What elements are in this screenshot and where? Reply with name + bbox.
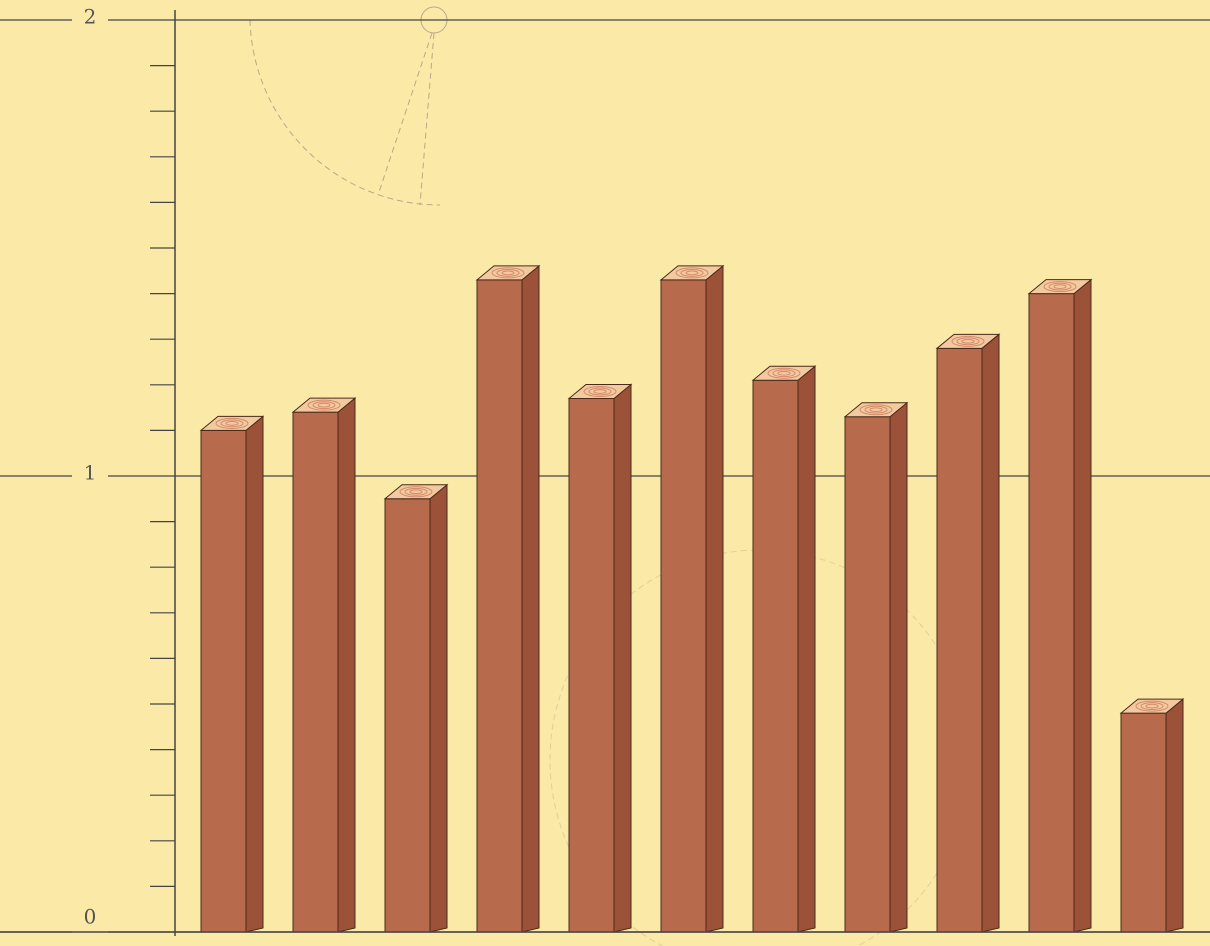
wood-ring: [680, 268, 704, 277]
bar-side: [245, 415, 264, 933]
wood-ring: [675, 267, 709, 279]
bar: [752, 379, 799, 933]
wood-ring: [404, 487, 428, 496]
wood-ring: [1140, 702, 1164, 711]
wood-ring: [777, 370, 791, 376]
bar: [660, 279, 707, 933]
y-tick-label: 2: [84, 5, 97, 29]
wood-ring: [317, 402, 331, 408]
wood-ring: [1053, 284, 1067, 289]
bar-top: [751, 365, 817, 381]
bar-side: [613, 383, 632, 933]
y-tick-label: 1: [84, 461, 97, 485]
wood-ring: [1145, 703, 1159, 709]
wood-ring: [501, 270, 515, 276]
bar: [292, 411, 339, 933]
wood-ring: [1048, 282, 1072, 291]
bar-side: [429, 483, 448, 933]
bar: [1028, 293, 1075, 933]
bar-top: [475, 265, 541, 281]
bar: [936, 347, 983, 933]
wood-ring: [593, 389, 607, 394]
bar-side: [705, 264, 724, 933]
wood-ring: [225, 421, 239, 426]
bar-side: [981, 333, 1000, 933]
bar: [844, 416, 891, 933]
wood-ring: [220, 419, 244, 428]
wood-ring: [491, 267, 525, 279]
wood-ring: [869, 407, 883, 413]
wood-ring: [1135, 700, 1169, 712]
wood-ring: [496, 268, 520, 277]
wood-ring: [859, 404, 893, 416]
bar-side: [797, 365, 816, 933]
bar-top: [659, 265, 725, 281]
bar-top: [383, 484, 449, 500]
bar-top: [199, 415, 265, 431]
wood-ring: [399, 486, 433, 498]
wood-ring: [215, 417, 249, 429]
wood-ring: [685, 270, 699, 276]
bar-side: [337, 397, 356, 933]
wood-ring: [312, 401, 336, 410]
bar: [1120, 712, 1167, 933]
wood-ring: [772, 369, 796, 378]
wood-ring: [956, 337, 980, 346]
bar-side: [1165, 698, 1184, 933]
bar: [568, 397, 615, 933]
bar-side: [521, 264, 540, 933]
wood-ring: [307, 399, 341, 411]
bar-side: [1073, 278, 1092, 933]
bar-top: [567, 383, 633, 399]
wood-ring: [864, 405, 888, 414]
bar: [476, 279, 523, 933]
wood-ring: [767, 367, 801, 379]
bar-top: [291, 397, 357, 413]
wood-ring: [961, 338, 975, 344]
bar: [200, 429, 247, 933]
wood-ring: [588, 387, 612, 396]
wood-ring: [583, 385, 617, 397]
wood-ring: [1043, 281, 1077, 293]
bar-top: [935, 333, 1001, 349]
bar-top: [1119, 698, 1185, 714]
wood-ring: [951, 335, 985, 347]
bar-top: [843, 402, 909, 418]
bar-side: [889, 401, 908, 933]
bar-top: [1027, 279, 1093, 295]
bar: [384, 498, 431, 933]
wood-ring: [409, 489, 423, 495]
y-tick-label: 0: [84, 905, 97, 929]
